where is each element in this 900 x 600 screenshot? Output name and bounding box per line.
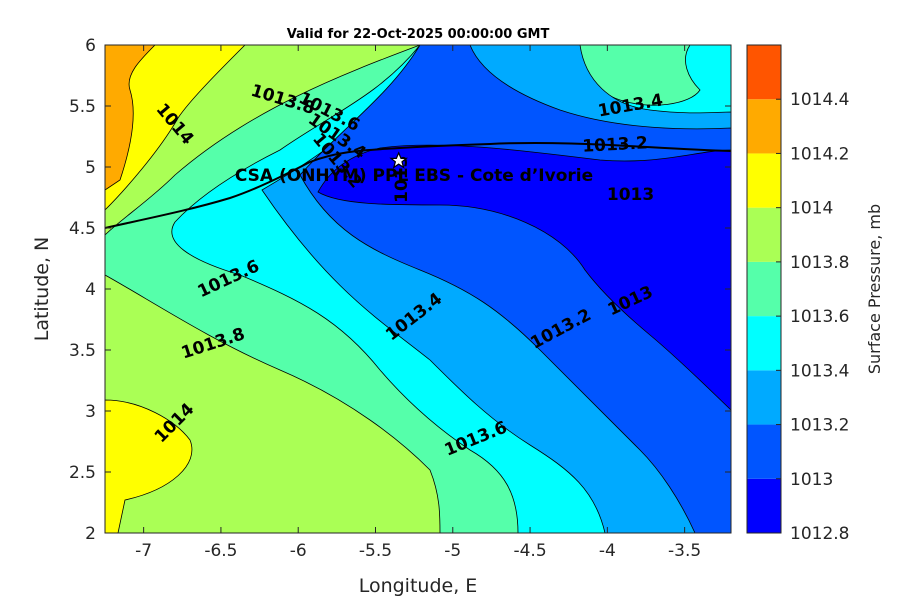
- colorbar-swatch: [747, 424, 781, 479]
- colorbar-tick-label: 1014.2: [790, 144, 849, 164]
- colorbar-tick-label: 1013.6: [790, 307, 849, 327]
- colorbar-tick-label: 1012.8: [790, 524, 849, 544]
- colorbar-swatch: [747, 99, 781, 154]
- contour-field: [105, 45, 731, 533]
- colorbar-swatch: [747, 153, 781, 208]
- x-axis-ticks: -7 -6.5 -6 -5.5 -5 -4.5 -4 -3.5: [135, 45, 701, 561]
- band-1014-northwest: [105, 45, 246, 211]
- colorbar-label: Surface Pressure, mb: [865, 204, 884, 374]
- x-tick-label: -5: [444, 541, 461, 561]
- x-tick-label: -4: [599, 541, 616, 561]
- colorbar-tick-label: 1014: [790, 199, 833, 219]
- colorbar-tick-label: 1013.2: [790, 416, 849, 436]
- colorbar-frame: [746, 44, 782, 534]
- chart-title: Valid for 22-Oct-2025 00:00:00 GMT: [287, 27, 550, 42]
- x-axis-label: Longitude, E: [359, 575, 478, 597]
- y-tick-label: 4: [85, 280, 96, 300]
- band-1013-8-south: [105, 274, 441, 533]
- y-tick-label: 5.5: [69, 97, 96, 117]
- x-tick-label: -3.5: [668, 541, 701, 561]
- colorbar-swatch: [747, 478, 781, 533]
- y-tick-label: 3: [85, 402, 96, 422]
- colorbar-swatch: [747, 370, 781, 425]
- band-1014-southwest: [105, 399, 193, 533]
- site-label: CSA (ONHYM) PPL EBS - Cote d’Ivorie: [235, 166, 593, 186]
- x-tick-label: -6: [290, 541, 307, 561]
- y-axis-label: Latitude, N: [31, 237, 53, 342]
- colorbar-tick-label: 1014.4: [790, 90, 849, 110]
- x-tick-label: -4.5: [513, 541, 546, 561]
- contour-label: 1013: [607, 185, 654, 205]
- colorbar-tick-label: 1013: [790, 470, 833, 490]
- x-tick-label: -6.5: [204, 541, 237, 561]
- y-tick-label: 5: [85, 158, 96, 178]
- colorbar-swatch: [747, 316, 781, 371]
- colorbar-tick-label: 1013.8: [790, 253, 849, 273]
- y-axis-ticks: 2 2.5 3 3.5 4 4.5 5 5.5 6: [69, 36, 731, 544]
- colorbar-swatch: [747, 207, 781, 262]
- y-tick-label: 3.5: [69, 341, 96, 361]
- y-tick-label: 4.5: [69, 219, 96, 239]
- band-1014-2-northwest: [105, 45, 156, 191]
- colorbar: 1012.8 1013 1013.2 1013.4 1013.6 1013.8 1014 10…: [746, 44, 849, 544]
- y-tick-label: 6: [85, 36, 96, 56]
- contour-label: 1013: [392, 156, 412, 203]
- x-tick-label: -7: [135, 541, 152, 561]
- y-tick-label: 2: [85, 524, 96, 544]
- colorbar-swatch: [747, 261, 781, 317]
- site-star-icon: [389, 151, 409, 169]
- y-tick-label: 2.5: [69, 463, 96, 483]
- contour-label: 1013.2: [582, 133, 649, 156]
- colorbar-tick-label: 1013.4: [790, 361, 849, 381]
- site-marker: CSA (ONHYM) PPL EBS - Cote d’Ivorie: [235, 151, 593, 186]
- colorbar-swatch: [747, 45, 781, 100]
- coastline: [105, 141, 731, 229]
- x-tick-label: -5.5: [359, 541, 392, 561]
